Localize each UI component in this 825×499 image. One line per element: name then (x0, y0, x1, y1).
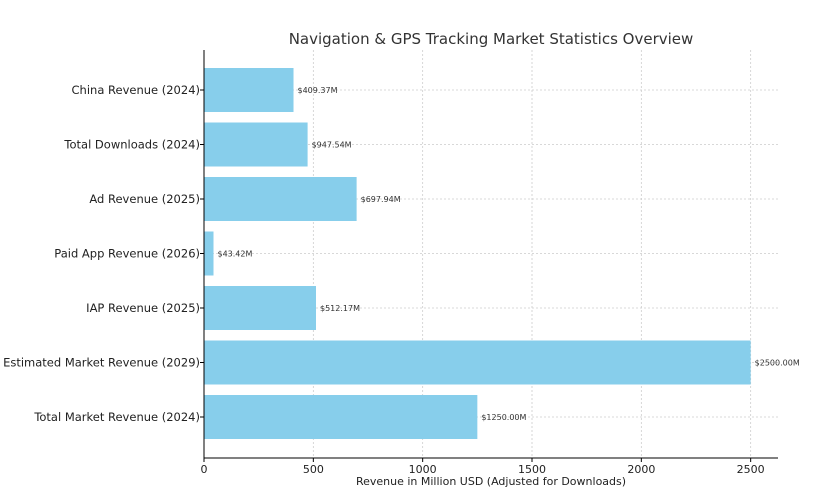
category-label: Total Downloads (2024) (63, 138, 200, 152)
bar (204, 286, 316, 330)
category-label: Estimated Market Revenue (2029) (3, 356, 200, 370)
data-label: $512.17M (320, 304, 360, 313)
x-tick-label: 2000 (627, 463, 655, 476)
bars (204, 68, 751, 439)
category-label: China Revenue (2024) (72, 83, 200, 97)
bar (204, 340, 751, 385)
data-label: $947.54M (312, 141, 352, 150)
category-label: Paid App Revenue (2026) (54, 247, 200, 261)
bar (204, 68, 294, 112)
data-labels: $409.37M $947.54M $697.94M $43.42M $512.17M $… (217, 86, 799, 422)
chart-title: Navigation & GPS Tracking Market Statist… (289, 30, 694, 48)
category-labels: China Revenue (2024) Total Downloads (202… (3, 83, 200, 424)
gridlines (204, 50, 778, 458)
bar (204, 395, 478, 439)
category-label: IAP Revenue (2025) (86, 301, 200, 315)
x-tick-label: 1000 (409, 463, 437, 476)
x-tick-label: 2500 (737, 463, 765, 476)
category-label: Ad Revenue (2025) (89, 192, 200, 206)
x-tick-label: 1500 (518, 463, 546, 476)
data-label: $43.42M (217, 250, 252, 259)
data-label: $2500.00M (755, 359, 800, 368)
bar (204, 177, 357, 221)
data-label: $697.94M (361, 195, 401, 204)
x-tick-label: 0 (201, 463, 208, 476)
category-label: Total Market Revenue (2024) (33, 410, 200, 424)
x-tick-label: 500 (303, 463, 324, 476)
x-ticks: 0 500 1000 1500 2000 2500 (200, 89, 765, 476)
x-axis-title: Revenue in Million USD (Adjusted for Dow… (356, 475, 626, 488)
data-label: $409.37M (298, 86, 338, 95)
data-label: $1250.00M (481, 413, 526, 422)
bar (204, 122, 308, 167)
bar (204, 231, 214, 276)
